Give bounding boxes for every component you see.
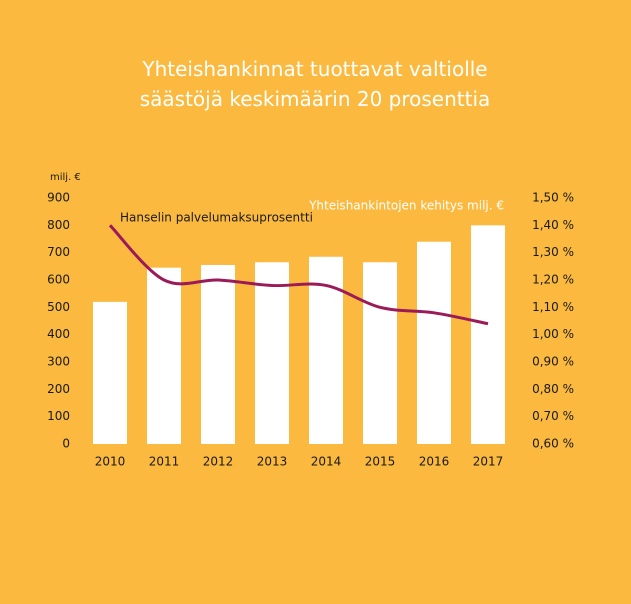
x-tick-label: 2015	[365, 455, 396, 469]
legend-label: Hanselin palvelumaksuprosentti	[120, 211, 313, 225]
y2-tick-label: 1,30 %	[532, 245, 574, 259]
y-axis-label: milj. €	[50, 172, 81, 183]
y2-tick-label: 1,10 %	[532, 300, 574, 314]
chart-title: Yhteishankinnat tuottavat valtiolle sääs…	[139, 57, 491, 111]
y2-tick-label: 0,90 %	[532, 355, 574, 369]
y2-tick-label: 1,00 %	[532, 327, 574, 341]
x-tick-label: 2013	[257, 455, 288, 469]
y-tick-label: 700	[47, 245, 70, 259]
legend-label: Yhteishankintojen kehitys milj. €	[308, 199, 504, 213]
x-tick-label: 2014	[311, 455, 342, 469]
y-tick-label: 800	[47, 218, 70, 232]
bar	[363, 262, 397, 444]
y2-tick-label: 1,20 %	[532, 273, 574, 287]
x-tick-label: 2012	[203, 455, 234, 469]
y2-tick-label: 0,60 %	[532, 437, 574, 451]
y2-tick-label: 1,50 %	[532, 191, 574, 205]
bar	[201, 264, 235, 444]
x-tick-label: 2010	[95, 455, 126, 469]
bar	[255, 262, 289, 444]
y-tick-label: 200	[47, 382, 70, 396]
x-tick-label: 2011	[149, 455, 180, 469]
bar	[93, 301, 127, 444]
x-tick-label: 2016	[419, 455, 450, 469]
x-tick-label: 2017	[473, 455, 504, 469]
y2-tick-label: 1,40 %	[532, 218, 574, 232]
y-tick-label: 500	[47, 300, 70, 314]
y-tick-label: 400	[47, 327, 70, 341]
bar	[417, 241, 451, 444]
y-tick-label: 0	[62, 437, 70, 451]
bar	[471, 225, 505, 444]
y-tick-label: 600	[47, 273, 70, 287]
bar	[147, 267, 181, 444]
y-tick-label: 300	[47, 355, 70, 369]
y2-tick-label: 0,80 %	[532, 382, 574, 396]
y-tick-label: 100	[47, 409, 70, 423]
line	[108, 224, 489, 326]
y2-tick-label: 0,70 %	[532, 409, 574, 423]
y-tick-label: 900	[47, 191, 70, 205]
